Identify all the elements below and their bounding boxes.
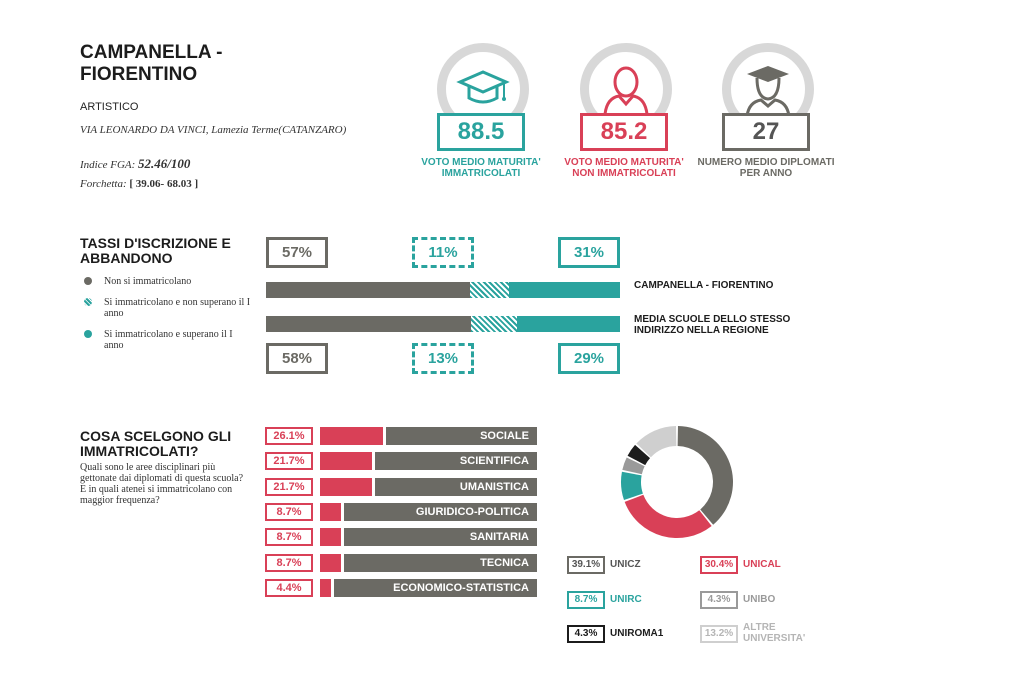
area-bar — [320, 427, 383, 445]
legend-item-not-enrolled: Non si immatricolano — [84, 276, 254, 287]
stat-value-non-immatricolati: 85.2 — [580, 113, 668, 151]
fga-value: 52.46/100 — [138, 156, 191, 171]
area-label: SCIENTIFICA — [375, 452, 537, 471]
area-row: 21.7% UMANISTICA — [265, 477, 537, 496]
bar-seg-enrolled-failed — [469, 282, 510, 298]
legend-label: Si immatricolano e non superano il I ann… — [104, 297, 251, 319]
school-pct-not-enrolled: 57% — [266, 237, 328, 268]
graduation-cap-icon — [456, 70, 510, 104]
choices-title: COSA SCELGONO GLI IMMATRICOLATI? — [80, 428, 232, 459]
area-row: 8.7% SANITARIA — [265, 528, 537, 547]
fga-index: Indice FGA: 52.46/100 — [80, 156, 190, 172]
uni-name-label: UNIROMA1 — [610, 628, 664, 639]
fork-range: Forchetta: [ 39.06- 68.03 ] — [80, 178, 198, 190]
area-label: UMANISTICA — [375, 477, 537, 496]
legend-label: Non si immatricolano — [104, 276, 192, 287]
university-donut-chart — [621, 426, 733, 538]
legend-dot-solid-teal — [84, 330, 92, 338]
area-label: GIURIDICO-POLITICA — [343, 502, 537, 521]
area-bar — [320, 502, 341, 521]
fork-label: Forchetta: — [80, 178, 130, 190]
stat-label-non-immatricolati: VOTO MEDIO MATURITA' NON IMMATRICOLATI — [564, 157, 684, 179]
uni-name-label: UNICZ — [610, 559, 641, 570]
donut-slice-uniroma1 — [627, 444, 651, 466]
legend-item-enrolled-passed: Si immatricolano e superano il I anno — [84, 329, 254, 351]
area-label: ECONOMICO-STATISTICA — [333, 578, 537, 597]
area-pct-label: 21.7% — [265, 452, 313, 471]
area-bar — [320, 578, 331, 597]
school-title: CAMPANELLA - FIORENTINO — [80, 42, 223, 85]
legend-label: Si immatricolano e superano il I anno — [104, 329, 233, 351]
stat-value-immatricolati: 88.5 — [437, 113, 525, 151]
stat-label-diplomati: NUMERO MEDIO DIPLOMATI PER ANNO — [697, 157, 835, 179]
uni-pct-box: 4.3% — [567, 625, 605, 643]
area-row: 26.1% SOCIALE — [265, 427, 537, 445]
uni-name-label: ALTRE UNIVERSITA' — [743, 622, 806, 644]
donut-slice-unical — [624, 494, 712, 538]
uni-pct-box: 30.4% — [700, 556, 738, 574]
donut-slice-unirc — [621, 471, 643, 501]
uni-name-label: UNICAL — [743, 559, 781, 570]
area-pct-label: 8.7% — [265, 553, 313, 572]
graduate-person-icon — [745, 66, 791, 117]
area-pct-label: 26.1% — [265, 427, 313, 445]
area-pct-label: 4.4% — [265, 578, 313, 597]
choices-description: Quali sono le aree disciplinari più gett… — [80, 462, 244, 506]
area-label: SANITARIA — [343, 528, 537, 547]
school-pct-enrolled-failed: 11% — [412, 237, 474, 268]
legend-dot-solid-grey — [84, 277, 92, 285]
area-row: 8.7% TECNICA — [265, 553, 537, 572]
enrollment-title: TASSI D'ISCRIZIONE E ABBANDONO — [80, 235, 231, 266]
area-row: 4.4% ECONOMICO-STATISTICA — [265, 578, 537, 597]
bar-seg-not-enrolled — [266, 316, 472, 332]
donut-slice-unibo — [622, 457, 645, 475]
uni-name-label: UNIRC — [610, 594, 642, 605]
uni-pct-box: 39.1% — [567, 556, 605, 574]
uni-pct-box: 8.7% — [567, 591, 605, 609]
enrollment-legend: Non si immatricolano Si immatricolano e … — [84, 276, 254, 351]
bar-seg-enrolled-passed — [509, 282, 620, 298]
uni-name-label: UNIBO — [743, 594, 776, 605]
legend-dot-hatched-teal — [84, 298, 92, 306]
area-pct-label: 21.7% — [265, 477, 313, 496]
stat-label-immatricolati: VOTO MEDIO MATURITA' IMMATRICOLATI — [421, 157, 541, 179]
area-bar — [320, 477, 373, 496]
fork-value: [ 39.06- 68.03 ] — [129, 178, 199, 190]
enrollment-stacked-bars — [266, 282, 620, 332]
bar-seg-enrolled-failed — [471, 316, 518, 332]
area-bar — [320, 528, 341, 547]
area-row: 21.7% SCIENTIFICA — [265, 452, 537, 471]
area-label: TECNICA — [343, 553, 537, 572]
area-pct-label: 8.7% — [265, 528, 313, 547]
donut-slice-altre-universita- — [636, 426, 677, 458]
stat-value-diplomati: 27 — [722, 113, 810, 151]
area-label: SOCIALE — [385, 427, 537, 445]
fga-label: Indice FGA: — [80, 159, 139, 171]
region-pct-enrolled-failed: 13% — [412, 343, 474, 374]
region-bar-label: MEDIA SCUOLE DELLO STESSO INDIRIZZO NELL… — [634, 314, 791, 336]
bar-seg-not-enrolled — [266, 282, 470, 298]
uni-pct-box: 13.2% — [700, 625, 738, 643]
area-pct-label: 8.7% — [265, 502, 313, 521]
region-pct-enrolled-passed: 29% — [558, 343, 620, 374]
area-row: 8.7% GIURIDICO-POLITICA — [265, 502, 537, 521]
legend-item-enrolled-failed: Si immatricolano e non superano il I ann… — [84, 297, 254, 319]
uni-pct-box: 4.3% — [700, 591, 738, 609]
school-address: VIA LEONARDO DA VINCI, Lamezia Terme(CAT… — [80, 124, 347, 136]
school-bar-label: CAMPANELLA - FIORENTINO — [634, 280, 774, 291]
area-bar — [320, 553, 341, 572]
person-icon — [603, 66, 649, 115]
donut-slice-unicz — [677, 426, 733, 525]
area-bar — [320, 452, 373, 471]
school-pct-enrolled-passed: 31% — [558, 237, 620, 268]
bar-seg-enrolled-passed — [517, 316, 620, 332]
school-type: ARTISTICO — [80, 101, 139, 113]
region-pct-not-enrolled: 58% — [266, 343, 328, 374]
